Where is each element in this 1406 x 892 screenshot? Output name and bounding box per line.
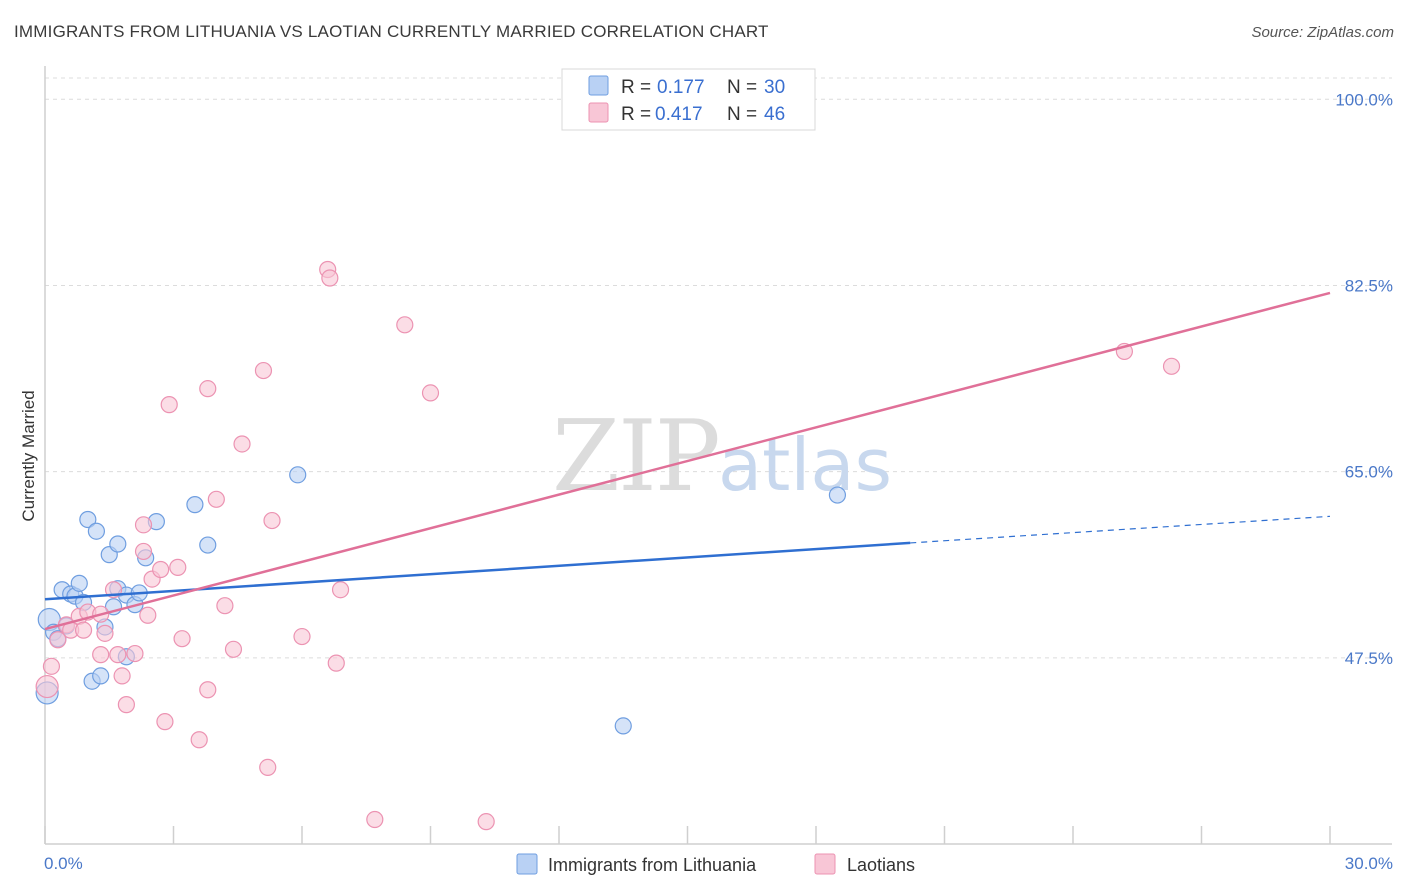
chart-title: IMMIGRANTS FROM LITHUANIA VS LAOTIAN CUR…	[14, 22, 769, 41]
point-laotians	[327, 654, 345, 672]
legend-n-label-pink: N =	[727, 104, 757, 125]
point-laotians	[477, 813, 495, 831]
point-laotians	[42, 657, 61, 675]
point-laotians	[263, 511, 281, 530]
point-laotians	[259, 758, 277, 777]
series-legend-label-laotians: Laotians	[847, 855, 915, 875]
y-tick-label: 47.5%	[1345, 649, 1393, 668]
y-axis-label: Currently Married	[19, 390, 38, 521]
y-tick-labels: 47.5% 65.0% 82.5% 100.0%	[1335, 90, 1393, 668]
point-lithuania	[87, 522, 106, 540]
point-lithuania	[186, 496, 204, 514]
point-laotians	[156, 713, 174, 731]
legend-n-value-pink: 46	[764, 104, 785, 125]
point-laotians	[49, 631, 67, 649]
x-tick-label: 30.0%	[1345, 854, 1393, 873]
trend-line-lithuania	[44, 541, 911, 601]
point-laotians	[169, 558, 187, 576]
point-laotians	[152, 560, 170, 579]
point-laotians	[254, 361, 273, 380]
point-laotians	[293, 627, 311, 646]
legend-r-label-pink: R =	[621, 104, 651, 125]
point-laotians	[199, 681, 217, 699]
point-lithuania	[79, 510, 97, 529]
point-laotians	[173, 630, 191, 648]
point-laotians	[134, 516, 153, 534]
point-laotians	[117, 696, 135, 714]
point-lithuania	[92, 667, 110, 685]
point-laotians	[396, 316, 414, 334]
point-lithuania	[614, 717, 632, 735]
point-laotians	[74, 621, 93, 639]
legend-r-value-blue: 0.177	[657, 77, 705, 98]
point-laotians	[331, 581, 350, 599]
legend-r-label-blue: R =	[621, 77, 651, 98]
source-label: Source: ZipAtlas.com	[1251, 24, 1394, 41]
y-tick-label: 82.5%	[1345, 276, 1393, 295]
gridlines	[45, 77, 1392, 659]
point-laotians	[92, 646, 110, 664]
point-lithuania	[289, 466, 307, 484]
series-legend-swatch-laotians	[814, 853, 836, 875]
y-tick-label: 100.0%	[1335, 90, 1393, 109]
point-laotians	[1162, 357, 1181, 375]
axes	[44, 66, 1392, 845]
point-laotians	[139, 606, 157, 624]
point-lithuania	[828, 486, 847, 504]
point-laotians	[199, 380, 217, 398]
scatter-points	[35, 260, 1181, 831]
series-legend-label-lithuania: Immigrants from Lithuania	[548, 855, 757, 875]
point-lithuania	[199, 536, 217, 554]
point-laotians	[96, 624, 114, 642]
point-laotians	[126, 644, 144, 663]
point-laotians	[113, 667, 131, 685]
point-laotians	[134, 542, 153, 561]
legend-r-value-pink: 0.417	[655, 104, 703, 125]
point-laotians	[190, 731, 208, 749]
point-laotians	[224, 640, 243, 658]
point-laotians	[421, 384, 440, 402]
point-laotians	[321, 269, 339, 287]
point-laotians	[109, 646, 127, 664]
y-tick-label: 65.0%	[1345, 463, 1393, 482]
watermark-atlas: atlas	[718, 423, 892, 507]
x-tick-label: 0.0%	[44, 854, 83, 873]
legend-swatch-blue	[588, 75, 609, 96]
trend-line-lithuania-extrapolated	[910, 515, 1331, 544]
trend-lines	[44, 291, 1331, 631]
legend-swatch-pink	[588, 102, 609, 123]
watermark-zip: ZIP	[552, 400, 719, 514]
trend-line-laotians	[44, 291, 1331, 631]
series-legend-swatch-lithuania	[516, 853, 538, 875]
stats-legend: R = 0.177 N = 30 R = 0.417 N = 46	[561, 68, 816, 131]
legend-n-label-blue: N =	[727, 77, 757, 98]
point-lithuania	[109, 535, 127, 553]
point-laotians	[366, 810, 384, 829]
legend-n-value-blue: 30	[764, 77, 785, 98]
point-laotians	[160, 396, 178, 414]
point-laotians	[35, 674, 59, 699]
point-laotians	[207, 490, 225, 508]
series-legend: Immigrants from Lithuania Laotians	[516, 853, 915, 875]
point-laotians	[216, 597, 234, 615]
point-lithuania	[70, 574, 88, 592]
point-laotians	[233, 435, 251, 453]
x-tick-labels: 0.0% 30.0%	[44, 854, 1393, 873]
